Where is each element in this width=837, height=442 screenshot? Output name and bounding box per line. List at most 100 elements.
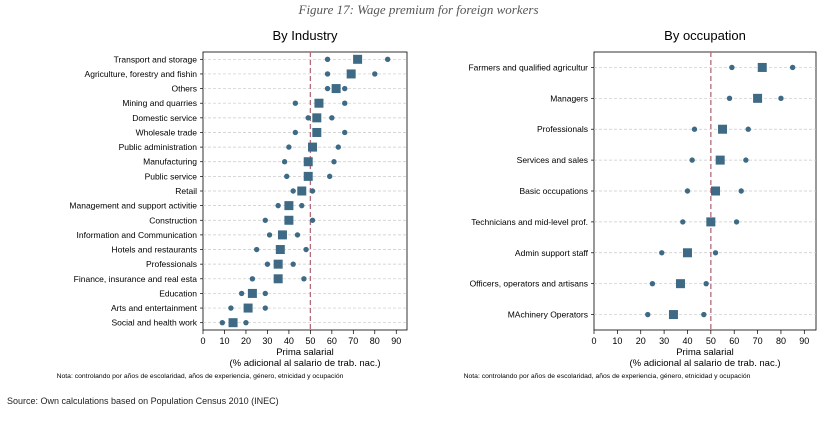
occupation-x-tick-label: 40 <box>682 336 692 346</box>
industry-estimate-marker <box>312 113 322 123</box>
occupation-bound-marker <box>789 64 796 71</box>
industry-bound-marker <box>324 85 331 92</box>
occupation-x-tick-label: 0 <box>591 336 596 346</box>
occupation-x-tick-label: 20 <box>636 336 646 346</box>
industry-estimate-marker <box>331 84 341 94</box>
industry-estimate-marker <box>303 171 313 181</box>
industry-bound-marker <box>305 115 311 121</box>
industry-bound-marker <box>292 129 299 136</box>
industry-category-label: Mining and quarries <box>122 98 197 108</box>
industry-category-label: Manufacturing <box>143 157 197 167</box>
industry-bound-marker <box>309 188 316 194</box>
industry-bound-marker <box>243 319 249 326</box>
industry-bound-marker <box>290 261 296 267</box>
industry-bound-marker <box>324 56 331 63</box>
occupation-bound-marker <box>703 280 709 287</box>
occupation-category-label: MAchinery Operators <box>508 310 588 320</box>
industry-category-label: Domestic service <box>132 113 197 123</box>
industry-bound-marker <box>284 173 290 180</box>
industry-bound-marker <box>275 202 281 209</box>
occupation-bound-marker <box>733 219 740 225</box>
industry-bound-marker <box>292 100 299 106</box>
occupation-bound-marker <box>701 311 707 318</box>
occupation-estimate-marker <box>753 93 763 103</box>
industry-estimate-marker <box>275 245 285 255</box>
industry-x-tick-label: 80 <box>370 336 380 346</box>
occupation-bound-marker <box>680 219 686 225</box>
figure-caption: Figure 17: Wage premium for foreign work… <box>298 2 539 17</box>
industry-bound-marker <box>294 232 301 238</box>
industry-category-label: Arts and entertainment <box>111 303 198 313</box>
industry-estimate-marker <box>314 98 324 108</box>
industry-x-tick-label: 10 <box>219 336 229 346</box>
industry-bound-marker <box>299 202 305 209</box>
industry-category-label: Construction <box>149 215 197 225</box>
occupation-x-tick-label: 10 <box>612 336 622 346</box>
industry-category-label: Wholesale trade <box>136 127 198 137</box>
occupation-bound-marker <box>745 126 751 132</box>
source-note: Source: Own calculations based on Popula… <box>7 396 279 406</box>
industry-category-label: Professionals <box>146 259 197 269</box>
industry-bound-marker <box>329 115 335 121</box>
occupation-category-label: Managers <box>550 93 588 103</box>
occupation-estimate-marker <box>711 186 721 196</box>
industry-category-label: Transport and storage <box>114 54 198 64</box>
occupation-category-label: Farmers and qualified agricultur <box>468 62 588 72</box>
industry-estimate-marker <box>346 69 356 79</box>
occupation-bound-marker <box>645 311 651 318</box>
occupation-estimate-marker <box>715 155 725 165</box>
industry-category-label: Others <box>171 84 197 94</box>
industry-x-tick-label: 90 <box>391 336 401 346</box>
industry-category-label: Social and health work <box>111 318 197 328</box>
industry-bound-marker <box>281 159 288 165</box>
occupation-bound-marker <box>729 64 735 71</box>
industry-bound-marker <box>309 217 316 223</box>
industry-bound-marker <box>384 56 391 63</box>
industry-estimate-marker <box>353 54 363 64</box>
industry-bound-marker <box>262 290 268 297</box>
industry-x-tick-label: 60 <box>327 336 337 346</box>
industry-category-label: Hotels and restaurants <box>111 245 197 255</box>
industry-estimate-marker <box>312 127 322 137</box>
industry-estimate-marker <box>308 142 318 152</box>
occupation-x-tick-label: 70 <box>753 336 763 346</box>
industry-x-tick-label: 40 <box>284 336 294 346</box>
occupation-category-label: Officers, operators and artisans <box>470 279 588 289</box>
occupation-bound-marker <box>659 250 665 256</box>
occupation-bound-marker <box>726 95 733 102</box>
industry-category-label: Education <box>159 288 197 298</box>
industry-bound-marker <box>324 71 331 77</box>
industry-x-tick-label: 0 <box>200 336 205 346</box>
occupation-note: Nota: controlando por años de escolarida… <box>464 373 751 380</box>
occupation-x-tick-label: 80 <box>776 336 786 346</box>
occupation-x-tick-label: 60 <box>729 336 739 346</box>
occupation-estimate-marker <box>675 279 685 289</box>
occupation-estimate-marker <box>757 62 767 72</box>
industry-category-label: Public administration <box>119 142 198 152</box>
industry-bound-marker <box>342 129 348 136</box>
industry-bound-marker <box>249 276 256 282</box>
occupation-estimate-marker <box>718 124 728 134</box>
occupation-x-tick-label: 90 <box>799 336 809 346</box>
industry-x-tick-label: 70 <box>348 336 358 346</box>
occupation-chart-title: By occupation <box>664 28 746 43</box>
industry-x-tick-label: 50 <box>305 336 315 346</box>
industry-estimate-marker <box>243 303 253 313</box>
occupation-bound-marker <box>778 95 784 102</box>
industry-bound-marker <box>238 290 245 297</box>
occupation-category-label: Services and sales <box>517 155 588 165</box>
industry-category-label: Management and support activitie <box>69 201 197 211</box>
industry-estimate-marker <box>228 318 238 328</box>
industry-category-label: Retail <box>175 186 197 196</box>
industry-bound-marker <box>301 276 307 282</box>
industry-bound-marker <box>335 144 341 150</box>
industry-category-label: Agriculture, forestry and fishin <box>85 69 198 79</box>
occupation-x-tick-label: 50 <box>706 336 716 346</box>
industry-category-label: Finance, insurance and real esta <box>74 274 198 284</box>
industry-estimate-marker <box>273 259 283 269</box>
industry-estimate-marker <box>247 288 257 298</box>
industry-bound-marker <box>326 173 333 180</box>
industry-bound-marker <box>266 232 273 238</box>
industry-bound-marker <box>264 261 271 267</box>
industry-category-label: Information and Communication <box>77 230 198 240</box>
